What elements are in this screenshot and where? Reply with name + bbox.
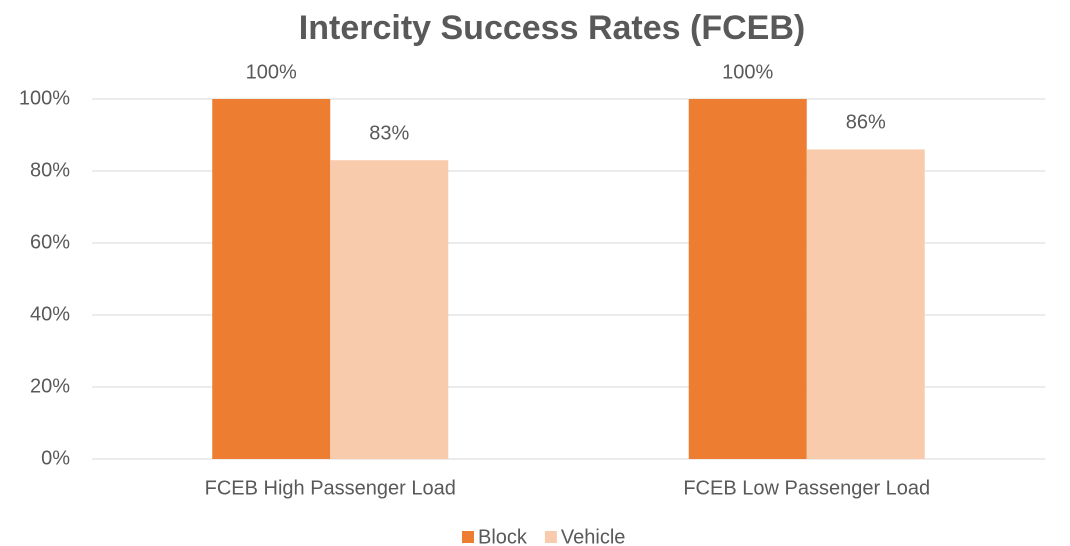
bar [688, 99, 807, 459]
data-label: 83% [369, 122, 409, 144]
x-tick-label: FCEB High Passenger Load [205, 477, 456, 499]
y-tick-label: 40% [30, 303, 70, 325]
chart-title: Intercity Success Rates (FCEB) [299, 9, 805, 47]
data-label: 100% [722, 61, 773, 83]
x-tick-label: FCEB Low Passenger Load [683, 477, 930, 499]
y-tick-label: 60% [30, 231, 70, 253]
legend-label: Block [478, 526, 528, 546]
bar [212, 99, 331, 459]
y-tick-label: 0% [41, 447, 70, 469]
y-tick-label: 100% [19, 87, 70, 109]
y-tick-label: 80% [30, 159, 70, 181]
legend-swatch [544, 531, 557, 543]
legend-label: Vehicle [561, 526, 626, 546]
data-label: 86% [846, 112, 886, 134]
bar [330, 160, 449, 459]
data-label: 100% [246, 61, 297, 83]
bar [806, 149, 925, 459]
legend-swatch [462, 531, 474, 543]
y-tick-label: 20% [30, 375, 70, 397]
